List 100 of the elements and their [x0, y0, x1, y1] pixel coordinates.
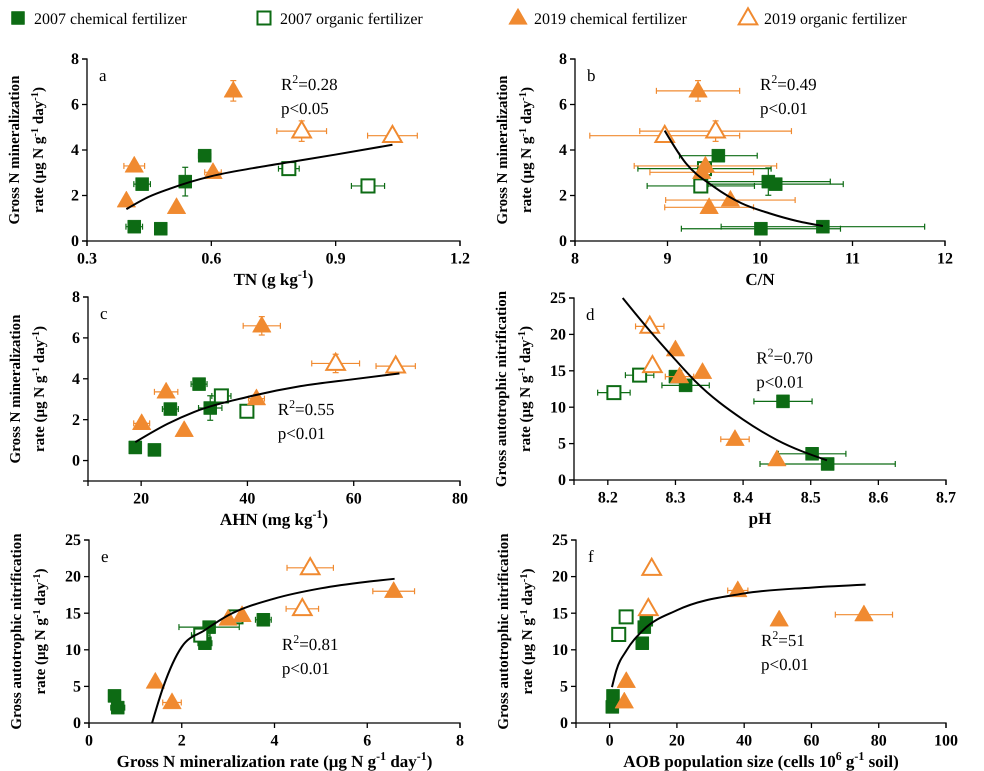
- point: [128, 440, 142, 454]
- x-axis-title: AOB population size (cells 10$^{6}$ g$^{-1}$ soil): [623, 749, 899, 771]
- point: [632, 368, 648, 383]
- y-tick-label: 10: [65, 642, 81, 659]
- x-tick-label: 2: [178, 732, 186, 750]
- y-tick-label: 25: [65, 532, 81, 550]
- point: [618, 609, 634, 624]
- point: [146, 672, 165, 689]
- y-tick-label: 25: [552, 532, 568, 550]
- point: [156, 382, 176, 398]
- annotation: R$^{2}$=0.70: [756, 346, 813, 368]
- point: [174, 420, 194, 437]
- x-tick-label: 8.7: [936, 489, 956, 506]
- x-tick-label: 20: [668, 732, 685, 750]
- annotation: R$^{2}$=0.28: [280, 72, 338, 94]
- y-tick-label: 20: [65, 568, 81, 586]
- x-tick-label: 1.2: [450, 250, 470, 268]
- x-axis-title: C/N: [745, 270, 776, 289]
- point: [770, 610, 789, 626]
- x-axis-title: pH: [748, 509, 772, 528]
- annotation: p<0.01: [761, 655, 809, 674]
- point: [816, 220, 830, 234]
- x-tick-label: 80: [870, 732, 887, 750]
- legend-label: 2007 chemical fertilizer: [34, 11, 188, 28]
- annotation: p<0.01: [756, 372, 804, 392]
- y-tick-label: 5: [73, 678, 81, 696]
- y-tick-label: 4: [71, 142, 79, 160]
- x-tick-label: 8: [456, 732, 464, 750]
- x-tick-label: 20: [133, 490, 150, 508]
- x-tick-label: 40: [239, 490, 256, 508]
- point: [606, 385, 622, 400]
- point: [232, 605, 252, 622]
- y-tick-label: 15: [550, 362, 566, 380]
- x-tick-label: 8.4: [733, 489, 754, 506]
- point: [635, 636, 650, 650]
- annotation: d: [586, 305, 595, 324]
- point: [325, 352, 346, 371]
- point: [164, 402, 178, 416]
- y-tick-label: 5: [558, 436, 566, 453]
- line-series: [125, 144, 394, 210]
- x-tick-label: 40: [736, 732, 752, 750]
- y-tick-label: 0: [72, 452, 80, 470]
- y-tick-label: 6: [559, 96, 567, 114]
- point: [642, 354, 663, 374]
- annotation: R$^{2}$=51: [761, 628, 805, 650]
- point: [116, 190, 136, 208]
- point: [360, 178, 376, 194]
- x-tick-label: 60: [346, 490, 362, 508]
- y-tick-label: 6: [72, 330, 80, 348]
- point: [638, 598, 659, 616]
- y-tick-label: 0: [71, 233, 79, 250]
- point: [252, 316, 272, 332]
- y-tick-label: 2: [72, 412, 80, 429]
- y-tick-label: 25: [550, 290, 566, 308]
- annotation: a: [99, 66, 107, 85]
- x-tick-label: 0.6: [201, 250, 222, 268]
- point: [670, 366, 690, 384]
- point: [300, 557, 321, 576]
- point: [705, 120, 726, 138]
- x-tick-label: 12: [937, 250, 953, 268]
- x-tick-label: 100: [934, 732, 958, 750]
- y-tick-label: 4: [559, 142, 567, 160]
- point: [291, 120, 312, 138]
- annotation: R$^{2}$=0.55: [278, 396, 334, 419]
- x-tick-label: 0.9: [326, 250, 346, 268]
- point: [688, 80, 708, 98]
- annotation: e: [101, 547, 109, 566]
- point: [154, 222, 168, 236]
- point: [148, 443, 162, 457]
- annotation: p<0.05: [280, 98, 329, 118]
- legend-label: 2019 chemical fertilizer: [534, 11, 688, 28]
- annotation: p<0.01: [282, 658, 330, 678]
- y-tick-label: 20: [552, 568, 568, 586]
- x-tick-label: 80: [452, 490, 468, 508]
- point: [292, 598, 313, 616]
- point: [820, 457, 834, 471]
- y-tick-label: 0: [559, 233, 567, 250]
- point: [256, 613, 270, 627]
- point: [192, 377, 206, 391]
- point: [692, 362, 712, 379]
- point: [108, 689, 122, 703]
- point: [384, 581, 404, 598]
- x-tick-label: 8: [571, 250, 579, 268]
- annotation: c: [100, 304, 108, 323]
- y-tick-label: 0: [73, 715, 81, 732]
- y-tick-label: 10: [550, 399, 566, 416]
- y-tick-label: 8: [72, 289, 80, 306]
- point: [124, 156, 144, 173]
- point: [854, 604, 874, 622]
- point: [110, 700, 125, 714]
- annotation: p<0.01: [760, 98, 808, 118]
- annotation: f: [588, 547, 594, 566]
- y-tick-label: 2: [71, 188, 79, 205]
- x-tick-label: 8.3: [665, 489, 686, 506]
- y-tick-label: 20: [550, 326, 566, 344]
- point: [198, 148, 212, 162]
- point: [382, 124, 403, 144]
- y-tick-label: 2: [559, 188, 567, 205]
- point: [162, 692, 182, 710]
- annotation: b: [587, 66, 596, 85]
